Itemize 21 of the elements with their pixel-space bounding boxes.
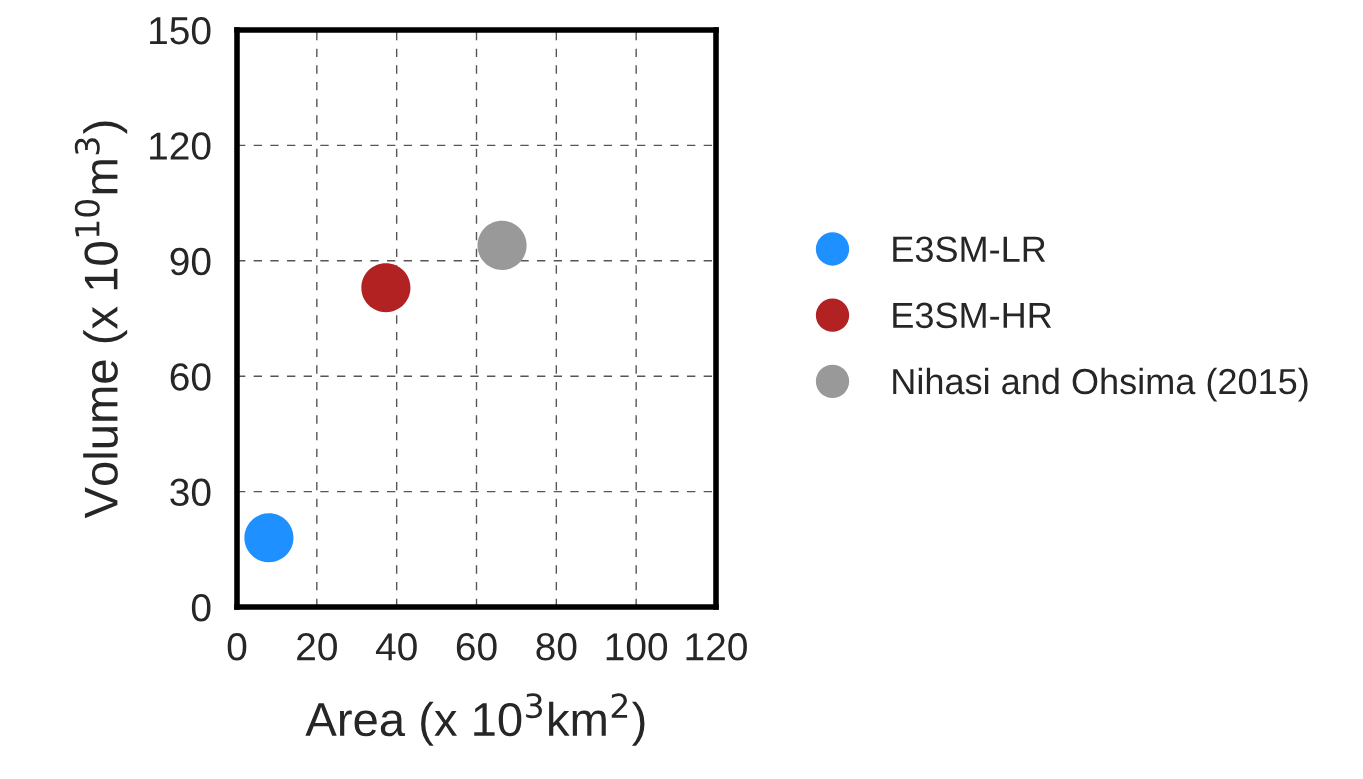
y-tick-label: 90 bbox=[170, 247, 211, 276]
x-tick-label: 120 bbox=[686, 633, 747, 661]
x-tick-label: 100 bbox=[606, 633, 668, 661]
y-axis-title: Volume (x 10$^{10}$m$^{3}$) bbox=[74, 121, 128, 519]
x-tick-label: 20 bbox=[297, 633, 337, 661]
y-tick-label: 30 bbox=[170, 478, 211, 507]
point bbox=[361, 263, 411, 313]
x-axis-title: Area (x 10$^{3}$km$^{2}$) bbox=[305, 693, 645, 746]
x-tick-label: 40 bbox=[375, 633, 417, 661]
y-tick-label: 120 bbox=[150, 132, 211, 160]
x-tick-label: 0 bbox=[227, 633, 247, 661]
y-tick-label: 0 bbox=[191, 593, 211, 622]
y-tick-label: 60 bbox=[170, 363, 211, 391]
y-tick-label: 150 bbox=[150, 16, 211, 45]
point bbox=[244, 513, 294, 563]
legend-label: Nihasi and Ohsima (2015) bbox=[893, 367, 1308, 402]
legend-label: E3SM-HR bbox=[893, 302, 1052, 329]
x-tick-label: 60 bbox=[456, 633, 497, 661]
point bbox=[477, 220, 527, 270]
x-tick-label: 80 bbox=[536, 633, 577, 661]
legend-label: E3SM-LR bbox=[893, 236, 1046, 263]
